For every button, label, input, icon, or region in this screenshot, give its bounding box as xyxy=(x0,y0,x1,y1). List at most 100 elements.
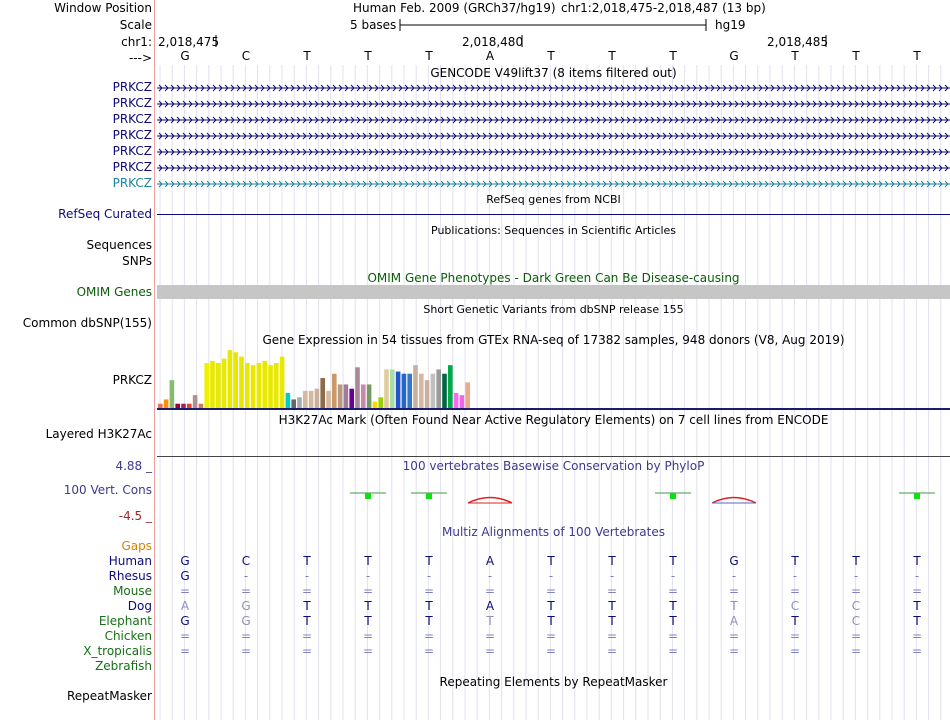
gtex-bar[interactable] xyxy=(424,380,430,408)
omim-track-label[interactable]: OMIM Genes xyxy=(76,285,152,299)
gencode-transcript[interactable] xyxy=(157,83,950,93)
strand-arrow-label[interactable]: ---> xyxy=(128,51,152,65)
refseq-track-label[interactable]: RefSeq Curated xyxy=(58,207,152,221)
gtex-bar[interactable] xyxy=(187,403,192,408)
gtex-bar[interactable] xyxy=(181,403,186,408)
position-text: chr1:2,018,475-2,018,487 (13 bp) xyxy=(561,1,766,15)
gtex-bar[interactable] xyxy=(192,395,198,408)
gtex-bar[interactable] xyxy=(413,365,418,408)
gtex-bar[interactable] xyxy=(395,371,401,408)
gtex-bar[interactable] xyxy=(314,388,320,408)
alignment-base: A xyxy=(485,599,495,613)
gtex-bar[interactable] xyxy=(245,363,250,408)
gtex-bar[interactable] xyxy=(216,363,221,408)
gtex-track-title: Gene Expression in 54 tissues from GTEx … xyxy=(262,333,845,347)
gencode-transcript[interactable] xyxy=(157,147,950,157)
species-label[interactable]: Zebrafish xyxy=(95,659,152,673)
refseq-line[interactable] xyxy=(157,214,950,215)
gencode-transcript[interactable] xyxy=(157,131,950,141)
gtex-bar[interactable] xyxy=(436,369,441,408)
alignment-base: = xyxy=(484,584,496,598)
gtex-bar[interactable] xyxy=(169,380,175,408)
gtex-bar[interactable] xyxy=(163,399,169,408)
dbsnp-track-label[interactable]: Common dbSNP(155) xyxy=(22,316,152,330)
gtex-bar[interactable] xyxy=(326,390,331,408)
gtex-bar[interactable] xyxy=(401,373,407,408)
gtex-bar[interactable] xyxy=(175,403,180,408)
gtex-bar[interactable] xyxy=(390,369,395,408)
gencode-item-label[interactable]: PRKCZ xyxy=(112,96,152,110)
repeatmasker-track-label[interactable]: RepeatMasker xyxy=(66,689,152,703)
gtex-bar[interactable] xyxy=(210,360,215,408)
gtex-bar[interactable] xyxy=(465,382,470,408)
gtex-bar[interactable] xyxy=(204,363,209,408)
gtex-bar[interactable] xyxy=(378,397,383,408)
gtex-bar[interactable] xyxy=(366,384,372,408)
gtex-bar[interactable] xyxy=(343,384,349,408)
species-label[interactable]: Elephant xyxy=(98,614,152,628)
gtex-bar[interactable] xyxy=(308,390,314,408)
species-label[interactable]: Dog xyxy=(127,599,152,613)
gencode-item-label[interactable]: PRKCZ xyxy=(112,128,152,142)
gtex-bar[interactable] xyxy=(332,373,337,408)
gtex-bar[interactable] xyxy=(250,365,256,408)
gtex-bar[interactable] xyxy=(158,403,163,408)
gtex-bar-chart[interactable] xyxy=(157,348,950,410)
gtex-bar[interactable] xyxy=(419,373,424,408)
gtex-bar[interactable] xyxy=(279,356,285,408)
cons-point xyxy=(670,493,676,499)
gtex-bar[interactable] xyxy=(407,373,412,408)
gtex-bar[interactable] xyxy=(448,365,453,408)
species-label[interactable]: Human xyxy=(108,554,152,568)
alignment-base: - xyxy=(426,569,432,583)
omim-feature-bar[interactable] xyxy=(157,285,950,299)
sequences-track-label[interactable]: Sequences xyxy=(86,238,152,252)
gtex-bar[interactable] xyxy=(262,360,267,408)
gencode-transcript[interactable] xyxy=(157,99,950,109)
species-label[interactable]: X_tropicalis xyxy=(83,644,152,658)
gtex-bar[interactable] xyxy=(442,373,447,408)
alignment-base: T xyxy=(364,599,372,613)
gtex-bar[interactable] xyxy=(256,363,262,408)
gencode-transcript[interactable] xyxy=(157,179,950,189)
gtex-bar[interactable] xyxy=(268,365,273,408)
gtex-bar[interactable] xyxy=(320,378,325,408)
alignment-base: G xyxy=(729,554,739,568)
gtex-bar[interactable] xyxy=(274,363,279,408)
gtex-bar[interactable] xyxy=(297,397,302,408)
alignment-base: T xyxy=(608,599,616,613)
gtex-bar[interactable] xyxy=(372,401,378,408)
gencode-transcript[interactable] xyxy=(157,163,950,173)
conservation-plot[interactable] xyxy=(157,478,950,528)
gencode-transcript[interactable] xyxy=(157,115,950,125)
snps-track-label[interactable]: SNPs xyxy=(122,254,152,268)
gtex-bar[interactable] xyxy=(337,384,343,408)
gtex-bar[interactable] xyxy=(233,352,238,408)
species-label[interactable]: Rhesus xyxy=(108,569,152,583)
cons-track-label[interactable]: 100 Vert. Cons xyxy=(63,483,152,497)
gencode-item-label[interactable]: PRKCZ xyxy=(112,112,152,126)
gencode-item-label[interactable]: PRKCZ xyxy=(112,160,152,174)
gencode-item-label[interactable]: PRKCZ xyxy=(112,144,152,158)
gtex-bar[interactable] xyxy=(430,373,436,408)
gtex-bar[interactable] xyxy=(453,393,459,408)
gtex-bar[interactable] xyxy=(459,395,465,408)
gtex-bar[interactable] xyxy=(361,384,366,408)
gtex-track-label[interactable]: PRKCZ xyxy=(112,373,152,387)
gtex-bar[interactable] xyxy=(285,393,291,408)
gencode-item-label[interactable]: PRKCZ xyxy=(112,80,152,94)
gencode-item-label[interactable]: PRKCZ xyxy=(112,176,152,190)
gtex-bar[interactable] xyxy=(349,388,354,408)
gtex-bar[interactable] xyxy=(355,367,360,408)
gtex-bar[interactable] xyxy=(221,358,227,408)
alignment-base: - xyxy=(365,569,371,583)
gtex-bar[interactable] xyxy=(384,369,389,408)
gtex-bar[interactable] xyxy=(198,403,204,408)
gtex-bar[interactable] xyxy=(291,399,296,408)
gtex-bar[interactable] xyxy=(239,356,244,408)
species-label[interactable]: Chicken xyxy=(104,629,152,643)
h3k27ac-track-label[interactable]: Layered H3K27Ac xyxy=(45,427,152,441)
species-label[interactable]: Mouse xyxy=(113,584,152,598)
gtex-bar[interactable] xyxy=(303,390,308,408)
gtex-bar[interactable] xyxy=(227,350,233,408)
